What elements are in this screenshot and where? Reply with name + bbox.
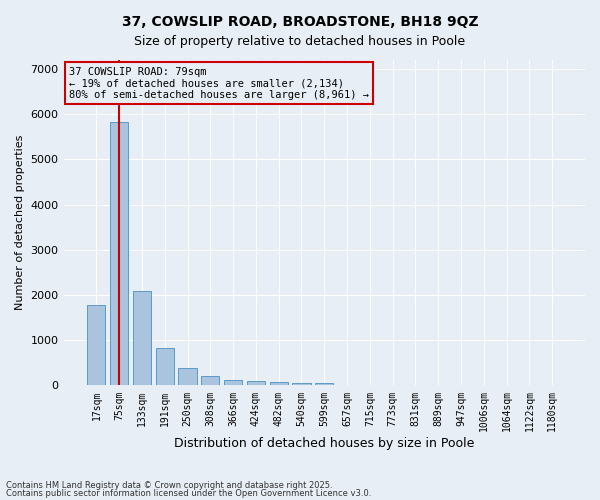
Bar [110, 122, 128, 386]
Y-axis label: Number of detached properties: Number of detached properties [15, 135, 25, 310]
Bar [292, 383, 311, 386]
Text: Contains public sector information licensed under the Open Government Licence v3: Contains public sector information licen… [6, 488, 371, 498]
Text: 37, COWSLIP ROAD, BROADSTONE, BH18 9QZ: 37, COWSLIP ROAD, BROADSTONE, BH18 9QZ [122, 15, 478, 29]
Bar [133, 291, 151, 386]
Bar [224, 380, 242, 386]
Text: Size of property relative to detached houses in Poole: Size of property relative to detached ho… [134, 35, 466, 48]
Bar [315, 383, 334, 386]
Text: 37 COWSLIP ROAD: 79sqm
← 19% of detached houses are smaller (2,134)
80% of semi-: 37 COWSLIP ROAD: 79sqm ← 19% of detached… [69, 66, 369, 100]
Bar [155, 348, 174, 386]
Bar [247, 381, 265, 386]
Bar [87, 305, 106, 386]
Bar [178, 368, 197, 386]
X-axis label: Distribution of detached houses by size in Poole: Distribution of detached houses by size … [174, 437, 475, 450]
Bar [269, 382, 288, 386]
Text: Contains HM Land Registry data © Crown copyright and database right 2025.: Contains HM Land Registry data © Crown c… [6, 481, 332, 490]
Bar [201, 376, 220, 386]
